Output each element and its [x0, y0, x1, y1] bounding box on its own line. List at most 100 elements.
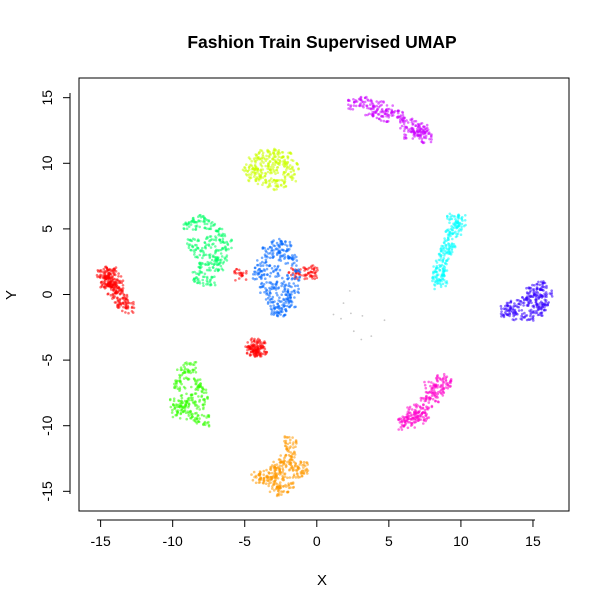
data-point: [284, 262, 288, 265]
data-point: [117, 286, 121, 289]
data-point: [225, 248, 228, 251]
data-point: [212, 223, 216, 227]
data-point: [431, 390, 434, 393]
data-point: [540, 294, 544, 297]
data-point: [234, 279, 237, 282]
data-point: [216, 249, 219, 252]
data-point: [423, 399, 427, 403]
data-point: [402, 129, 406, 133]
data-point: [430, 133, 433, 136]
data-point: [181, 406, 185, 409]
data-point: [214, 238, 218, 242]
data-point: [132, 300, 135, 304]
data-point: [531, 283, 534, 287]
data-point: [179, 394, 183, 398]
data-point: [425, 405, 428, 409]
data-point: [121, 301, 124, 305]
data-point: [189, 223, 193, 226]
data-point: [200, 389, 204, 393]
data-point: [442, 391, 446, 395]
data-point: [447, 242, 450, 245]
data-point: [297, 272, 301, 276]
data-point: [500, 307, 503, 311]
data-point: [195, 407, 199, 410]
data-point: [441, 271, 445, 275]
cluster-11: [397, 372, 453, 431]
data-point: [453, 215, 457, 218]
data-point: [260, 341, 263, 344]
data-point: [533, 284, 536, 287]
data-point: [282, 302, 286, 305]
data-point: [125, 302, 128, 306]
data-point: [201, 275, 205, 279]
data-point: [517, 309, 521, 312]
data-point: [405, 125, 408, 129]
data-point: [270, 249, 273, 253]
data-point: [107, 268, 110, 272]
data-point: [410, 408, 414, 411]
data-point: [414, 415, 418, 419]
data-point: [371, 110, 375, 114]
data-point: [415, 406, 418, 409]
data-point: [190, 385, 193, 389]
data-point: [190, 393, 194, 397]
data-point: [119, 291, 123, 294]
data-point: [215, 229, 218, 233]
data-point: [433, 275, 437, 279]
data-point: [185, 401, 188, 404]
data-point: [243, 166, 246, 169]
data-point: [274, 155, 277, 159]
data-point: [98, 269, 102, 272]
data-point: [529, 312, 533, 316]
data-point: [266, 296, 270, 300]
data-point: [262, 341, 266, 345]
data-point: [176, 368, 179, 372]
data-point: [119, 288, 122, 292]
data-point: [127, 301, 131, 305]
data-point: [211, 255, 215, 259]
data-point: [452, 222, 455, 225]
y-tick-label: -5: [39, 354, 55, 367]
data-point: [283, 435, 287, 438]
data-point: [290, 277, 294, 281]
data-point: [513, 318, 516, 322]
data-point: [283, 176, 287, 179]
data-point: [435, 270, 439, 274]
data-point: [406, 121, 410, 124]
data-point: [207, 227, 211, 231]
data-point: [220, 258, 223, 262]
data-point: [517, 302, 520, 306]
data-point: [523, 311, 526, 315]
data-point: [360, 338, 363, 341]
data-point: [185, 417, 188, 421]
data-point: [185, 227, 189, 230]
data-point: [276, 265, 280, 269]
data-point: [273, 265, 277, 268]
data-point: [423, 408, 427, 412]
data-point: [292, 446, 295, 449]
data-point: [194, 228, 197, 231]
data-point: [99, 281, 103, 284]
data-point: [250, 159, 253, 163]
data-point: [199, 270, 203, 274]
data-point: [204, 391, 208, 394]
data-point: [509, 306, 512, 310]
data-point: [316, 268, 319, 272]
data-point: [112, 287, 116, 290]
data-point: [411, 416, 414, 420]
data-point: [217, 233, 220, 237]
data-point: [238, 273, 242, 277]
data-point: [439, 391, 443, 395]
data-point: [502, 315, 506, 319]
data-point: [221, 240, 224, 243]
data-point: [202, 414, 206, 418]
data-point: [506, 313, 509, 316]
data-point: [210, 258, 214, 262]
data-point: [187, 406, 190, 409]
data-point: [294, 270, 298, 273]
data-point: [444, 386, 448, 389]
data-point: [184, 404, 187, 408]
data-point: [269, 466, 273, 470]
data-point: [410, 127, 414, 130]
data-point: [439, 250, 443, 253]
